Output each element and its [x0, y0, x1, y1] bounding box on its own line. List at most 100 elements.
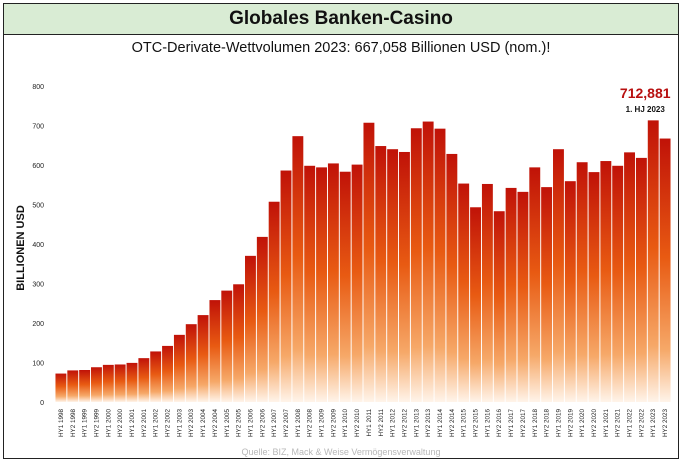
x-tick-label: HY2 2014: [449, 409, 456, 438]
x-tick-label: HY2 2013: [425, 409, 432, 438]
x-tick-label: HY1 2015: [461, 409, 468, 438]
x-tick-label: HY1 2018: [532, 409, 539, 438]
x-tick-label: HY1 2001: [129, 409, 136, 438]
x-tick-label: HY2 1999: [93, 409, 100, 438]
bar: [351, 164, 363, 402]
bar: [126, 362, 138, 402]
bar: [173, 334, 185, 402]
x-tick-label: HY1 2003: [176, 409, 183, 438]
bar: [375, 146, 387, 402]
x-tick-label: HY2 2021: [615, 409, 622, 438]
x-tick-label: HY1 2009: [319, 409, 326, 438]
bar: [316, 167, 327, 402]
x-tick-label: HY2 2004: [212, 409, 219, 438]
y-tick-label: 300: [32, 282, 44, 289]
x-tick-label: HY1 2006: [247, 409, 254, 438]
bar: [233, 284, 245, 402]
bar-series: [55, 120, 671, 403]
x-tick-label: HY2 2012: [401, 409, 408, 438]
x-tick-label: HY2 2018: [544, 409, 551, 438]
y-tick-label: 200: [32, 321, 44, 328]
bar: [304, 165, 316, 402]
x-tick-label: HY2 2022: [638, 409, 645, 438]
y-axis-label: BILLIONEN USD: [15, 205, 27, 291]
bar: [410, 128, 422, 402]
y-tick-label: 400: [32, 242, 44, 249]
x-tick-label: HY1 2002: [153, 409, 160, 438]
x-tick-label: HY1 2019: [555, 409, 562, 438]
bar: [470, 207, 481, 402]
bar: [363, 122, 375, 403]
bar: [245, 255, 256, 402]
bar: [434, 128, 446, 402]
x-tick-label: HY2 1998: [70, 409, 77, 438]
x-tick-label: HY2 2019: [567, 409, 574, 438]
bar: [553, 149, 564, 402]
x-tick-label: HY1 1998: [58, 409, 65, 438]
x-tick-label: HY2 2023: [662, 409, 669, 438]
bar-chart: 0 100 200 300 400 500 600 700 800 HY1 1998 HY2 19…: [15, 84, 671, 438]
bar: [387, 149, 399, 402]
x-tick-label: HY1 2007: [271, 409, 278, 438]
source-note: Quelle: BIZ, Mack & Weise Vermögensverwa…: [241, 447, 441, 457]
x-tick-label: HY2 2016: [496, 409, 503, 438]
x-tick-label: HY2 2017: [520, 409, 527, 438]
x-tick-label: HY2 2009: [330, 409, 337, 438]
bar: [600, 161, 612, 402]
x-tick-label: HY2 2010: [354, 409, 361, 438]
x-tick-label: HY2 2000: [117, 409, 124, 438]
bar: [221, 290, 233, 402]
chart-title: OTC-Derivate-Wettvolumen 2023: 667,058 B…: [131, 40, 551, 56]
chart-frame: Globales Banken-Casino OTC-Derivate-Wett…: [3, 3, 679, 459]
y-axis: 0 100 200 300 400 500 600 700 800: [32, 84, 44, 407]
annotation-label: 1. HJ 2023: [626, 105, 666, 114]
y-tick-label: 800: [32, 84, 44, 91]
bar: [564, 181, 576, 402]
title-banner: Globales Banken-Casino: [4, 4, 678, 35]
bar: [481, 183, 493, 402]
bar: [399, 151, 410, 402]
x-tick-label: HY1 2023: [650, 409, 657, 438]
bar: [635, 157, 647, 402]
x-tick-label: HY2 2007: [283, 409, 290, 438]
x-tick-label: HY1 2008: [295, 409, 302, 438]
bar: [185, 324, 197, 402]
bar: [647, 120, 659, 403]
x-tick-label: HY1 2004: [200, 409, 207, 438]
bar: [327, 163, 339, 402]
bar: [197, 315, 209, 402]
x-tick-label: HY1 2017: [508, 409, 515, 438]
x-tick-label: HY1 2011: [366, 409, 373, 437]
bar: [458, 183, 470, 402]
bar: [138, 358, 150, 402]
annotation-value: 712,881: [620, 85, 671, 101]
x-tick-label: HY2 2003: [188, 409, 195, 438]
bar: [55, 373, 67, 402]
x-tick-label: HY2 2005: [236, 409, 243, 438]
bar: [541, 187, 553, 402]
y-tick-label: 500: [32, 203, 44, 210]
x-tick-label: HY2 2015: [473, 409, 480, 438]
bar: [114, 364, 126, 402]
bar: [268, 201, 280, 402]
bar: [102, 364, 114, 402]
bar: [576, 162, 588, 402]
x-tick-label: HY1 2000: [105, 409, 112, 438]
bar: [280, 170, 292, 402]
bar: [624, 152, 635, 402]
bar: [150, 351, 162, 402]
bar: [67, 370, 79, 402]
bar: [493, 211, 505, 402]
bar: [588, 172, 600, 402]
bar: [612, 165, 624, 402]
x-tick-label: HY2 2011: [378, 409, 385, 437]
bar: [162, 345, 173, 402]
x-tick-label: HY1 2022: [627, 409, 634, 438]
x-tick-label: HY1 2010: [342, 409, 349, 438]
x-axis: HY1 1998 HY2 1998 HY1 1999 HY2 1999 HY1 2000…: [58, 409, 669, 438]
x-tick-label: HY1 2005: [224, 409, 231, 438]
bar: [505, 187, 517, 402]
bar: [79, 370, 91, 402]
banner-title: Globales Banken-Casino: [229, 8, 453, 29]
y-tick-label: 0: [40, 400, 44, 407]
